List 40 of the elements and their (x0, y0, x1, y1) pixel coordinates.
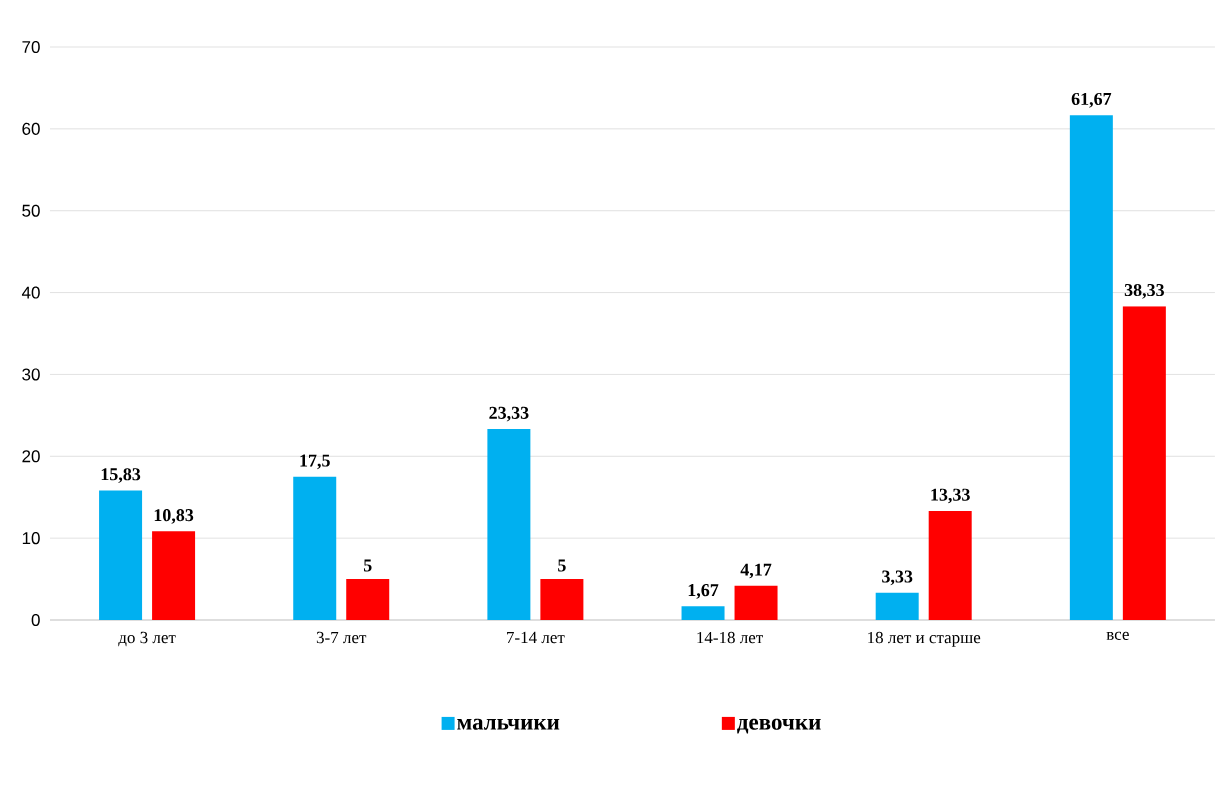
bar (1069, 115, 1113, 620)
data-label: 15,83 (101, 468, 141, 483)
bar (540, 579, 584, 620)
data-label: 17,5 (300, 454, 330, 470)
bar (293, 476, 337, 620)
x-tick-label: 7-14 лет (507, 631, 565, 644)
data-label: 3,33 (882, 570, 913, 586)
data-label: 5 (558, 559, 566, 572)
data-label: 10,83 (154, 509, 194, 524)
legend-label: мальчики (457, 718, 560, 730)
data-label: 4,17 (740, 563, 772, 579)
x-tick-label: до 3 лет (118, 631, 176, 647)
y-tick-label: 10 (22, 532, 40, 545)
bar (928, 510, 972, 620)
y-tick-label: 40 (21, 286, 40, 299)
bar (875, 592, 919, 620)
x-tick-label: все (1106, 631, 1129, 640)
x-tick-label: 18 лет и старше (868, 631, 981, 647)
y-tick-label: 60 (22, 122, 40, 135)
y-tick-label: 0 (31, 613, 40, 627)
y-tick-label: 20 (22, 450, 40, 463)
data-label: 38,33 (1124, 283, 1164, 299)
bar (99, 490, 143, 620)
data-label: 1,67 (688, 584, 719, 599)
data-label: 61,67 (1071, 92, 1112, 108)
x-tick-label: 3-7 лет (316, 631, 367, 644)
data-label: 23,33 (489, 406, 529, 422)
legend-label: девочки (737, 718, 821, 734)
bar (487, 429, 531, 620)
bar (681, 606, 725, 620)
data-label: 5 (363, 559, 372, 572)
y-tick-label: 30 (22, 368, 40, 381)
x-tick-label: 14-18 лет (697, 631, 763, 644)
y-tick-label: 70 (22, 40, 40, 54)
bar (152, 531, 196, 620)
data-label: 13,33 (931, 488, 970, 504)
bar (734, 585, 778, 620)
y-tick-label: 50 (22, 204, 40, 217)
bar (1122, 306, 1166, 620)
bar (346, 579, 390, 620)
